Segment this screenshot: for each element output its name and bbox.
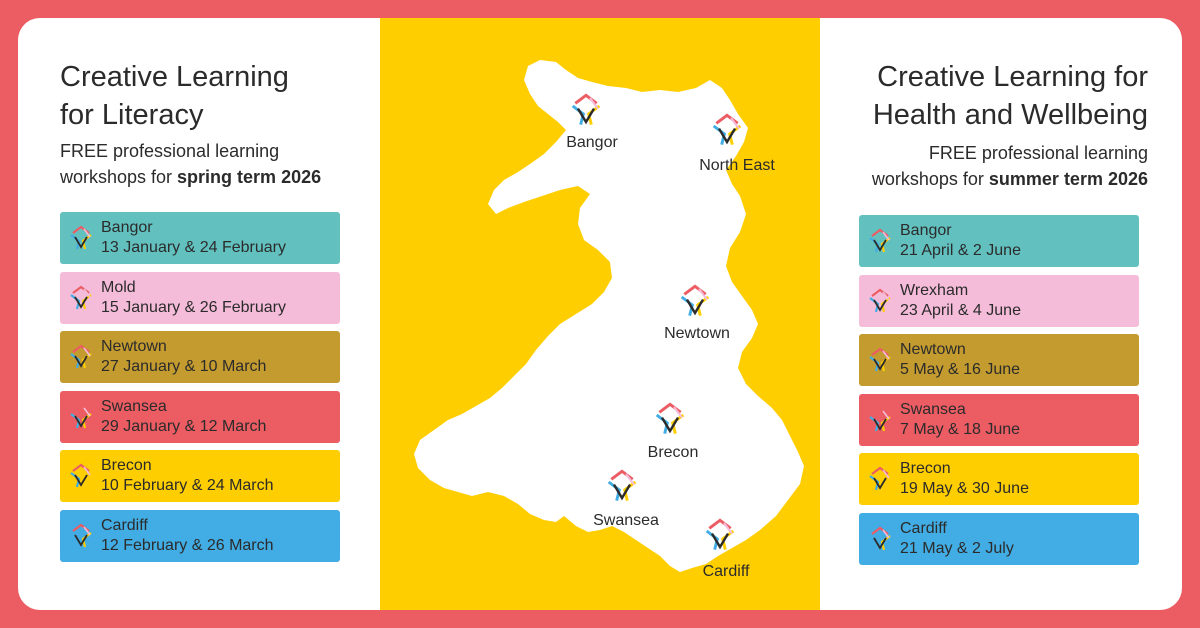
literacy-subtitle: FREE professional learning workshops for…: [60, 138, 370, 190]
creative-learning-logo-icon: [865, 345, 895, 375]
wellbeing-subtitle: FREE professional learning workshops for…: [818, 140, 1148, 192]
literacy-title-line2: for Literacy: [60, 99, 204, 131]
workshop-location: Wrexham: [900, 281, 969, 299]
workshop-dates: 15 January & 26 February: [101, 298, 286, 316]
workshop-dates: 13 January & 24 February: [101, 239, 286, 256]
workshop-location: Swansea: [900, 400, 966, 418]
map-pin-cardiff-icon: [700, 515, 740, 555]
workshop-location: Newtown: [101, 338, 167, 355]
workshop-location: Cardiff: [900, 519, 947, 537]
wellbeing-workshop-wrexham: Wrexham 23 April & 4 June: [859, 274, 1139, 327]
creative-learning-logo-icon: [66, 521, 96, 551]
workshop-dates: 7 May & 18 June: [900, 420, 1021, 438]
creative-learning-logo-icon: [66, 461, 96, 491]
wellbeing-workshop-swansea: Swansea 7 May & 18 June: [859, 393, 1139, 446]
creative-learning-logo-icon: [865, 286, 895, 316]
literacy-subtitle-line2: workshops for spring term 2026: [60, 164, 370, 190]
map-label-bangor: Bangor: [566, 134, 618, 151]
wales-outline: [414, 60, 804, 572]
creative-learning-logo-icon: [865, 226, 895, 256]
workshop-dates: 5 May & 16 June: [900, 361, 1021, 378]
creative-learning-logo-icon: [865, 464, 895, 494]
workshop-dates: 21 April & 2 June: [900, 242, 1021, 259]
literacy-workshop-list: Bangor 13 January & 24 February Mold 15 Jan…: [60, 212, 340, 569]
poster-frame: Creative Learning for Literacy FREE prof…: [18, 18, 1182, 610]
wellbeing-workshop-cardiff: Cardiff 21 May & 2 July: [859, 512, 1139, 565]
creative-learning-logo-icon: [66, 223, 96, 253]
literacy-workshop-newtown: Newtown 27 January & 10 March: [60, 331, 340, 383]
wellbeing-subtitle-line1: FREE professional learning: [928, 143, 1148, 163]
workshop-dates: 21 May & 2 July: [900, 539, 1014, 557]
map-pin-newtown-icon: [675, 281, 715, 321]
workshop-dates: 10 February & 24 March: [101, 477, 274, 494]
workshop-dates: 12 February & 26 March: [101, 536, 274, 554]
creative-learning-logo-icon: [865, 524, 895, 554]
workshop-location: Mold: [101, 278, 136, 296]
wellbeing-workshop-newtown: Newtown 5 May & 16 June: [859, 334, 1139, 386]
literacy-workshop-swansea: Swansea 29 January & 12 March: [60, 390, 340, 443]
workshop-dates: 23 April & 4 June: [900, 301, 1021, 319]
map-label-brecon: Brecon: [647, 444, 699, 461]
wellbeing-workshop-list: Bangor 21 April & 2 June Wrexham 23 April &…: [859, 215, 1139, 572]
workshop-location: Bangor: [101, 219, 153, 236]
wellbeing-title-line1: Creative Learning for: [877, 61, 1148, 93]
workshop-dates: 27 January & 10 March: [101, 358, 267, 375]
map-label-newtown: Newtown: [664, 325, 730, 342]
literacy-title-line1: Creative Learning: [60, 61, 289, 93]
creative-learning-logo-icon: [66, 342, 96, 372]
workshop-location: Swansea: [101, 397, 167, 415]
workshop-location: Brecon: [900, 460, 951, 477]
wellbeing-workshop-bangor: Bangor 21 April & 2 June: [859, 215, 1139, 267]
workshop-dates: 19 May & 30 June: [900, 480, 1029, 497]
workshop-location: Cardiff: [101, 516, 148, 534]
literacy-subtitle-prefix: workshops for: [60, 167, 178, 187]
wellbeing-workshop-brecon: Brecon 19 May & 30 June: [859, 453, 1139, 505]
wellbeing-title: Creative Learning for Health and Wellbei…: [808, 58, 1148, 134]
creative-learning-logo-icon: [66, 402, 96, 432]
wellbeing-term: summer term 2026: [988, 169, 1148, 189]
literacy-term: spring term 2026: [177, 167, 322, 187]
wales-map: Bangor North East Newtown Brecon Swansea Card…: [380, 18, 820, 610]
map-pin-brecon-icon: [650, 399, 690, 439]
map-pin-bangor-icon: [566, 90, 606, 130]
literacy-title: Creative Learning for Literacy: [60, 58, 360, 134]
literacy-workshop-brecon: Brecon 10 February & 24 March: [60, 450, 340, 502]
wellbeing-subtitle-prefix: workshops for: [871, 169, 989, 189]
map-label-swansea: Swansea: [593, 512, 659, 529]
workshop-location: Bangor: [900, 222, 952, 239]
wellbeing-title-line2: Health and Wellbeing: [872, 99, 1148, 131]
workshop-location: Brecon: [101, 457, 152, 474]
wellbeing-subtitle-line2: workshops for summer term 2026: [818, 166, 1148, 192]
wellbeing-panel: Creative Learning for Health and Wellbei…: [822, 18, 1182, 610]
literacy-subtitle-line1: FREE professional learning: [60, 141, 280, 161]
creative-learning-logo-icon: [865, 405, 895, 435]
literacy-workshop-cardiff: Cardiff 12 February & 26 March: [60, 509, 340, 562]
map-label-north-east: North East: [699, 157, 775, 174]
creative-learning-logo-icon: [66, 283, 96, 313]
literacy-workshop-bangor: Bangor 13 January & 24 February: [60, 212, 340, 264]
workshop-location: Newtown: [900, 341, 966, 358]
literacy-workshop-mold: Mold 15 January & 26 February: [60, 271, 340, 324]
map-label-cardiff: Cardiff: [702, 563, 750, 580]
workshop-dates: 29 January & 12 March: [101, 417, 267, 435]
literacy-panel: Creative Learning for Literacy FREE prof…: [18, 18, 378, 610]
map-pin-swansea-icon: [602, 466, 642, 506]
map-pin-north-east-icon: [707, 110, 747, 150]
